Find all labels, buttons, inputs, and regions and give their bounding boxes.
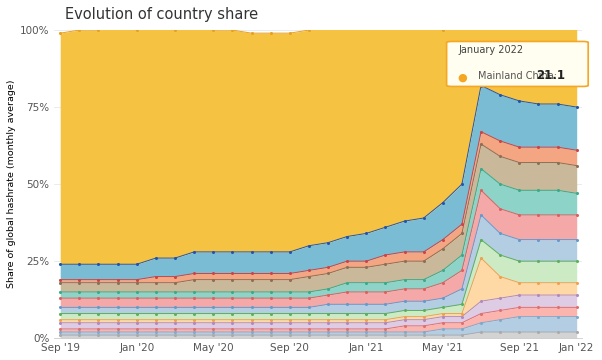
Text: Mainland China:: Mainland China:: [478, 71, 560, 81]
FancyBboxPatch shape: [447, 41, 588, 86]
Text: January 2022: January 2022: [458, 45, 523, 55]
Text: 21.1: 21.1: [536, 69, 565, 82]
Text: Evolution of country share: Evolution of country share: [65, 7, 258, 22]
Y-axis label: Share of global hashrate (monthly average): Share of global hashrate (monthly averag…: [7, 80, 16, 288]
Text: ●: ●: [458, 73, 471, 83]
